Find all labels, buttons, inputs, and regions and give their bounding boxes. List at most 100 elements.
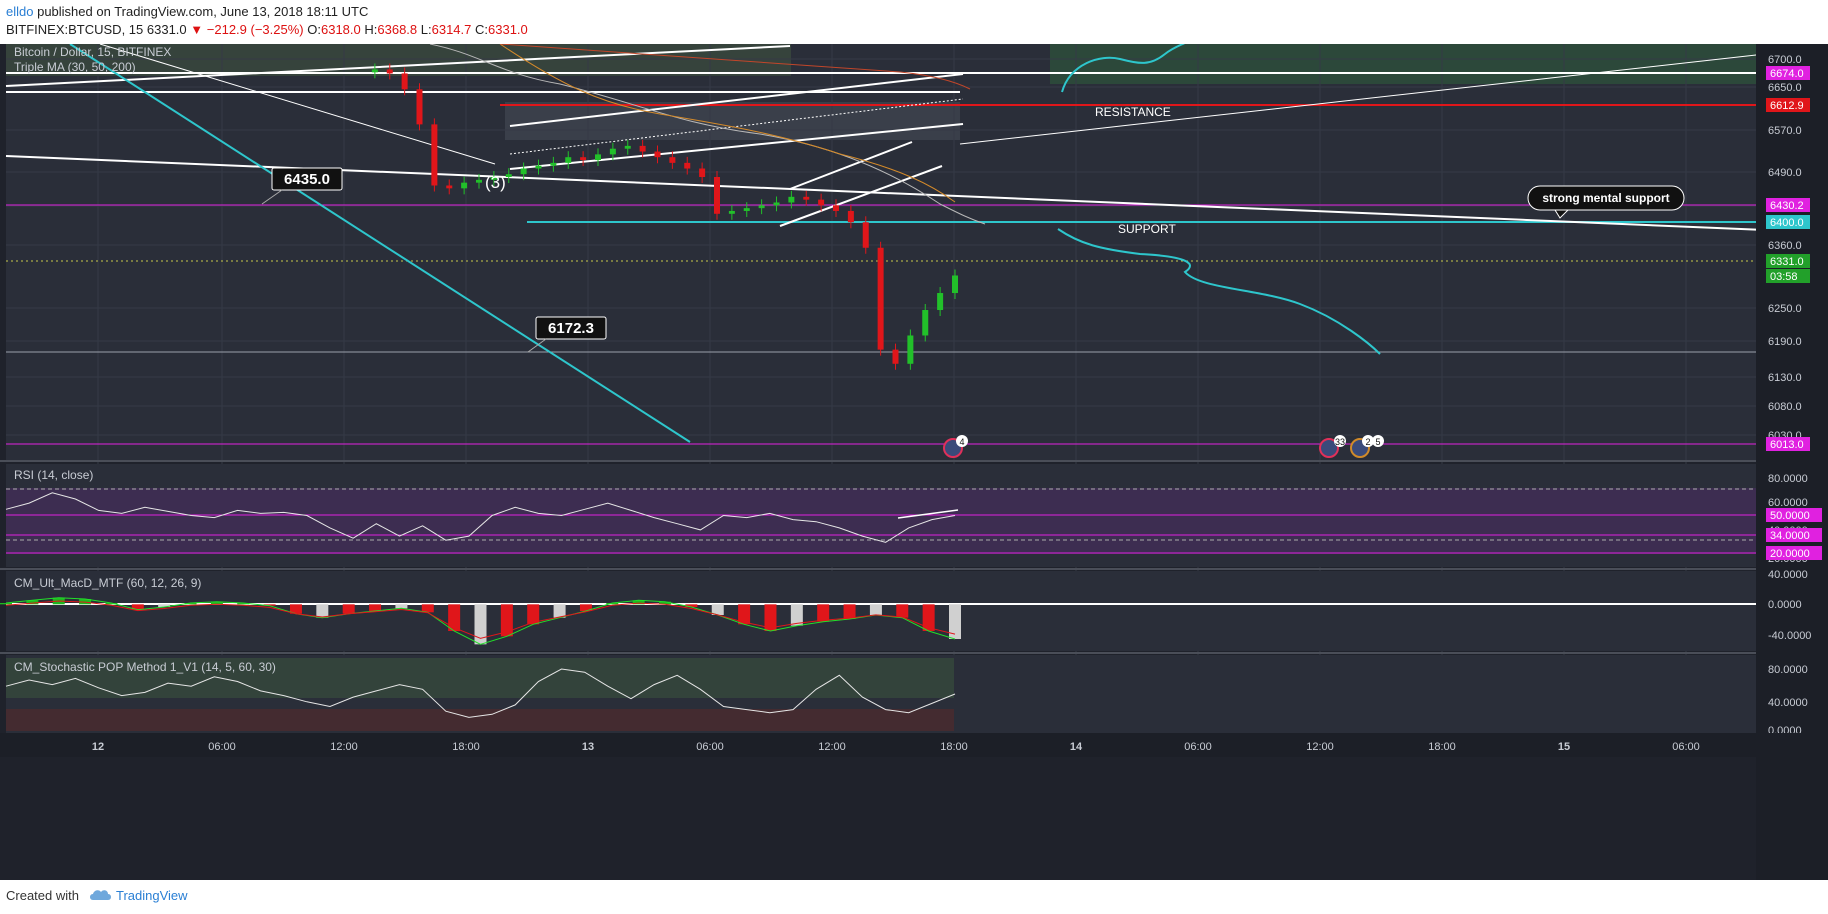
candle-33 bbox=[847, 210, 854, 223]
y-tick-9: 6080.0 bbox=[1768, 401, 1802, 413]
price-tag-text-6: 6013.0 bbox=[1770, 439, 1804, 451]
x-tick-11: 18:00 bbox=[1428, 741, 1456, 753]
rsi-divergence-line[interactable] bbox=[897, 509, 959, 519]
price-tag-3[interactable] bbox=[1766, 215, 1810, 229]
candle-40 bbox=[952, 275, 958, 294]
price-tag-4[interactable] bbox=[1766, 254, 1810, 268]
macd-bar-15 bbox=[395, 604, 408, 609]
candle-9 bbox=[490, 177, 497, 180]
macd-tick-2: -40.0000 bbox=[1768, 630, 1811, 642]
callout-support[interactable]: strong mental support bbox=[1527, 185, 1685, 219]
macd-bar-24 bbox=[632, 600, 645, 605]
price-tag-6[interactable] bbox=[1766, 437, 1810, 451]
badge-count-4: 5 bbox=[1375, 437, 1380, 447]
long-thin-trendline[interactable] bbox=[959, 53, 1766, 145]
x-axis-labels: 12 06:00 12:00 18:00 13 06:00 12:00 18:00 14 06:0… bbox=[92, 741, 1700, 753]
y-tick-0: 6700.0 bbox=[1768, 54, 1802, 66]
rsi-level-tag-2[interactable] bbox=[1766, 546, 1822, 560]
price-tag-0[interactable] bbox=[1766, 66, 1810, 80]
main-title: Bitcoin / Dollar, 15, BITFINEX bbox=[14, 45, 171, 59]
projection-up bbox=[1061, 44, 1186, 93]
macd-series bbox=[0, 597, 961, 645]
y-tick-6: 6250.0 bbox=[1768, 303, 1802, 315]
price-tag-text-2: 6430.2 bbox=[1770, 200, 1804, 212]
ma-200-line bbox=[499, 44, 971, 90]
candle-34 bbox=[862, 222, 869, 248]
brand-link[interactable]: TradingView bbox=[116, 888, 188, 903]
macd-bar-28 bbox=[738, 604, 751, 625]
badge-count-1: 4 bbox=[959, 437, 964, 447]
macd-bar-9 bbox=[237, 603, 250, 605]
l-label: L: bbox=[420, 22, 432, 37]
candle-39 bbox=[937, 293, 944, 311]
price-tag-2[interactable] bbox=[1766, 198, 1810, 212]
macd-line bbox=[5, 600, 956, 639]
cyan-trendline[interactable] bbox=[69, 44, 691, 443]
chart-area[interactable]: Bitcoin / Dollar, 15, BITFINEX Triple MA… bbox=[0, 44, 1828, 880]
macd-signal-line bbox=[5, 597, 956, 645]
down-arrow-icon: ▼ bbox=[190, 22, 204, 37]
rsi-level-tag-1[interactable] bbox=[1766, 528, 1822, 542]
stoch-upper-band bbox=[6, 658, 954, 698]
ma-50-line bbox=[499, 44, 956, 203]
macd-bar-19 bbox=[500, 604, 513, 637]
footer: Created with TradingView bbox=[0, 880, 1828, 914]
flag-bottom[interactable] bbox=[779, 165, 943, 227]
candle-1 bbox=[371, 69, 378, 73]
rsi-level-tag-text-0: 50.0000 bbox=[1770, 510, 1810, 522]
candle-35 bbox=[877, 247, 884, 350]
x-tick-8: 14 bbox=[1070, 741, 1083, 753]
candle-5 bbox=[431, 124, 438, 186]
rsi-band bbox=[6, 488, 1756, 554]
x-tick-3: 18:00 bbox=[452, 741, 480, 753]
resistance-label: RESISTANCE bbox=[1095, 105, 1171, 119]
flag-top[interactable] bbox=[789, 141, 913, 190]
author-link[interactable]: elldo bbox=[6, 4, 34, 19]
channel-bottom[interactable] bbox=[509, 123, 964, 170]
event-badge-1[interactable]: 4 bbox=[943, 435, 968, 458]
macd-bar-32 bbox=[843, 604, 856, 619]
price-tag-text-5: 03:58 bbox=[1770, 271, 1798, 283]
cloud-icon bbox=[90, 890, 111, 900]
price-candles bbox=[371, 63, 958, 370]
macd-bar-20 bbox=[527, 604, 540, 625]
macd-bar-23 bbox=[606, 603, 619, 605]
x-tick-13: 06:00 bbox=[1672, 741, 1700, 753]
event-badge-2[interactable]: 33 bbox=[1319, 435, 1346, 458]
x-tick-6: 12:00 bbox=[818, 741, 846, 753]
y-tick-3: 6490.0 bbox=[1768, 167, 1802, 179]
price-tag-5[interactable] bbox=[1766, 269, 1810, 283]
candle-12 bbox=[535, 165, 542, 169]
time-axis[interactable] bbox=[0, 733, 1828, 757]
upper-trendline[interactable] bbox=[5, 45, 791, 87]
candle-36 bbox=[892, 349, 899, 364]
y-tick-8: 6130.0 bbox=[1768, 372, 1802, 384]
candle-32 bbox=[833, 205, 839, 211]
green-zone bbox=[6, 44, 791, 76]
price-tag-1[interactable] bbox=[1766, 98, 1810, 112]
event-badge-3[interactable]: 2 5 bbox=[1350, 435, 1384, 458]
candle-17 bbox=[609, 148, 616, 155]
candle-26 bbox=[743, 208, 750, 211]
stoch-tick-1: 40.0000 bbox=[1768, 697, 1808, 709]
candle-4 bbox=[416, 89, 423, 125]
projection-down bbox=[1057, 228, 1381, 355]
o-label: O: bbox=[307, 22, 321, 37]
l-value: 6314.7 bbox=[431, 22, 472, 37]
callout-high[interactable]: 6435.0 bbox=[261, 167, 343, 205]
badge-count-2: 33 bbox=[1335, 437, 1345, 447]
candle-3 bbox=[401, 73, 408, 90]
price-tag-text-4: 6331.0 bbox=[1770, 256, 1804, 268]
macd-title: CM_Ult_MacD_MTF (60, 12, 26, 9) bbox=[14, 576, 201, 590]
x-tick-1: 06:00 bbox=[208, 741, 236, 753]
channel-top[interactable] bbox=[509, 73, 964, 127]
descending-thin-line[interactable] bbox=[99, 44, 496, 165]
candle-21 bbox=[669, 157, 676, 163]
rsi-level-tag-0[interactable] bbox=[1766, 508, 1822, 522]
macd-bar-36 bbox=[949, 604, 961, 639]
support-label: SUPPORT bbox=[1118, 222, 1176, 236]
callout-low[interactable]: 6172.3 bbox=[527, 316, 607, 353]
macd-tick-1: 0.0000 bbox=[1768, 599, 1802, 611]
candle-25 bbox=[728, 210, 735, 214]
candle-38 bbox=[922, 310, 929, 336]
